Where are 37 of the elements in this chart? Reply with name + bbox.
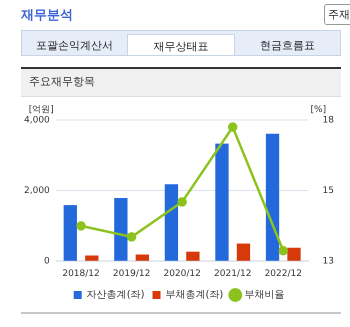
legend-label: 부채총계(좌) [166, 290, 224, 301]
y2-tick-label: 18 [322, 115, 334, 126]
bar [186, 252, 200, 261]
legend-label: 부채비율 [244, 290, 284, 301]
text: 포괄손익계산서 [35, 38, 114, 54]
point [76, 221, 86, 231]
legend-label: 자산총계(좌) [86, 290, 145, 301]
y-axis-title: [억원] [28, 104, 54, 115]
y-tick-label: 0 [44, 256, 50, 267]
bar [64, 205, 77, 261]
text: 현금흐름표 [258, 38, 316, 54]
bar [114, 198, 128, 261]
bar [266, 134, 280, 261]
bar [287, 248, 301, 261]
x-tick-label: 2021/12 [214, 268, 252, 279]
x-tick-label: 2019/12 [112, 268, 150, 279]
point [126, 232, 136, 242]
point [228, 122, 238, 132]
bar [136, 254, 150, 261]
y-tick-label: 2,000 [24, 186, 50, 196]
bar [164, 184, 178, 261]
chart-subtitle: 주요재무항목 [21, 67, 341, 97]
y2-tick-label: 15 [322, 186, 334, 196]
point [278, 246, 288, 256]
x-tick-label: 2018/12 [62, 268, 100, 279]
text: 주재 [324, 4, 350, 25]
x-tick-label: 2020/12 [163, 268, 201, 279]
bar [85, 256, 98, 261]
x-tick-label: 2022/12 [264, 268, 302, 279]
point [177, 197, 187, 207]
y-tick-label: 4,000 [24, 115, 50, 126]
bar [215, 144, 229, 261]
text: 재무상태표 [127, 34, 235, 55]
chart-title: 재무분석 [21, 7, 73, 24]
y2-axis-title: [%] [310, 104, 326, 115]
y2-tick-label: 13 [322, 256, 334, 267]
bar [236, 244, 250, 261]
